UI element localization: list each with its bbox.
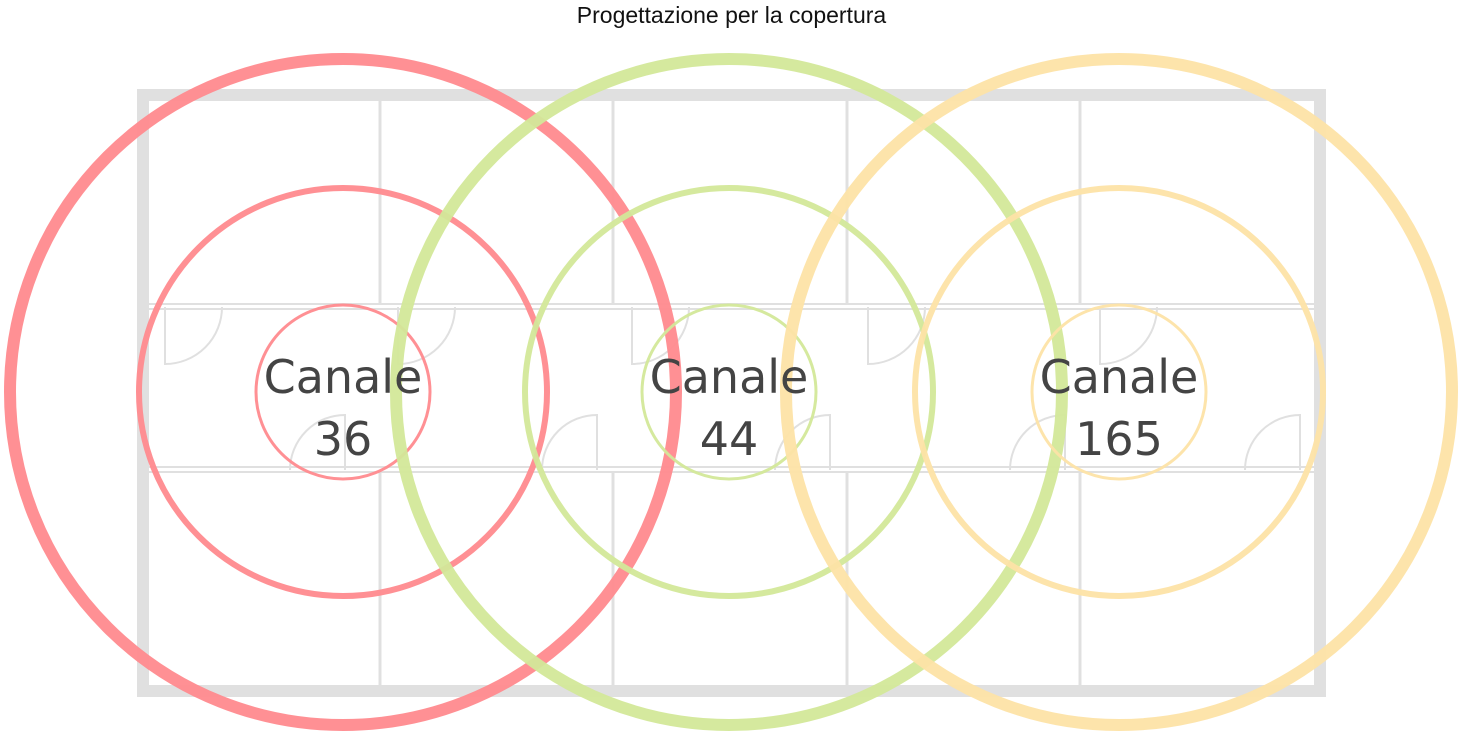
coverage-ring-inner [254, 303, 432, 481]
door [397, 306, 456, 366]
coverage-ring-inner [640, 303, 818, 481]
coverage-ring-outer [780, 53, 1458, 731]
door [164, 306, 223, 366]
coverage-ring-outer [390, 53, 1068, 731]
door [289, 413, 346, 471]
coverage-ring-middle [522, 185, 936, 599]
channel-label: Canale [264, 350, 423, 404]
channel-number: 165 [1075, 412, 1163, 466]
coverage-ring-outer [4, 53, 682, 731]
door [867, 306, 926, 366]
channel-number: 36 [314, 412, 373, 466]
channel-number: 44 [700, 412, 759, 466]
diagram-title: Progettazione per la copertura [576, 2, 887, 28]
door [541, 413, 598, 471]
channel-label: Canale [1040, 350, 1199, 404]
coverage-ring-middle [136, 185, 550, 599]
door [1244, 413, 1301, 471]
coverage-ring-middle [912, 185, 1326, 599]
coverage-ring-inner [1030, 303, 1208, 481]
door [1099, 306, 1158, 366]
channel-label: Canale [650, 350, 809, 404]
